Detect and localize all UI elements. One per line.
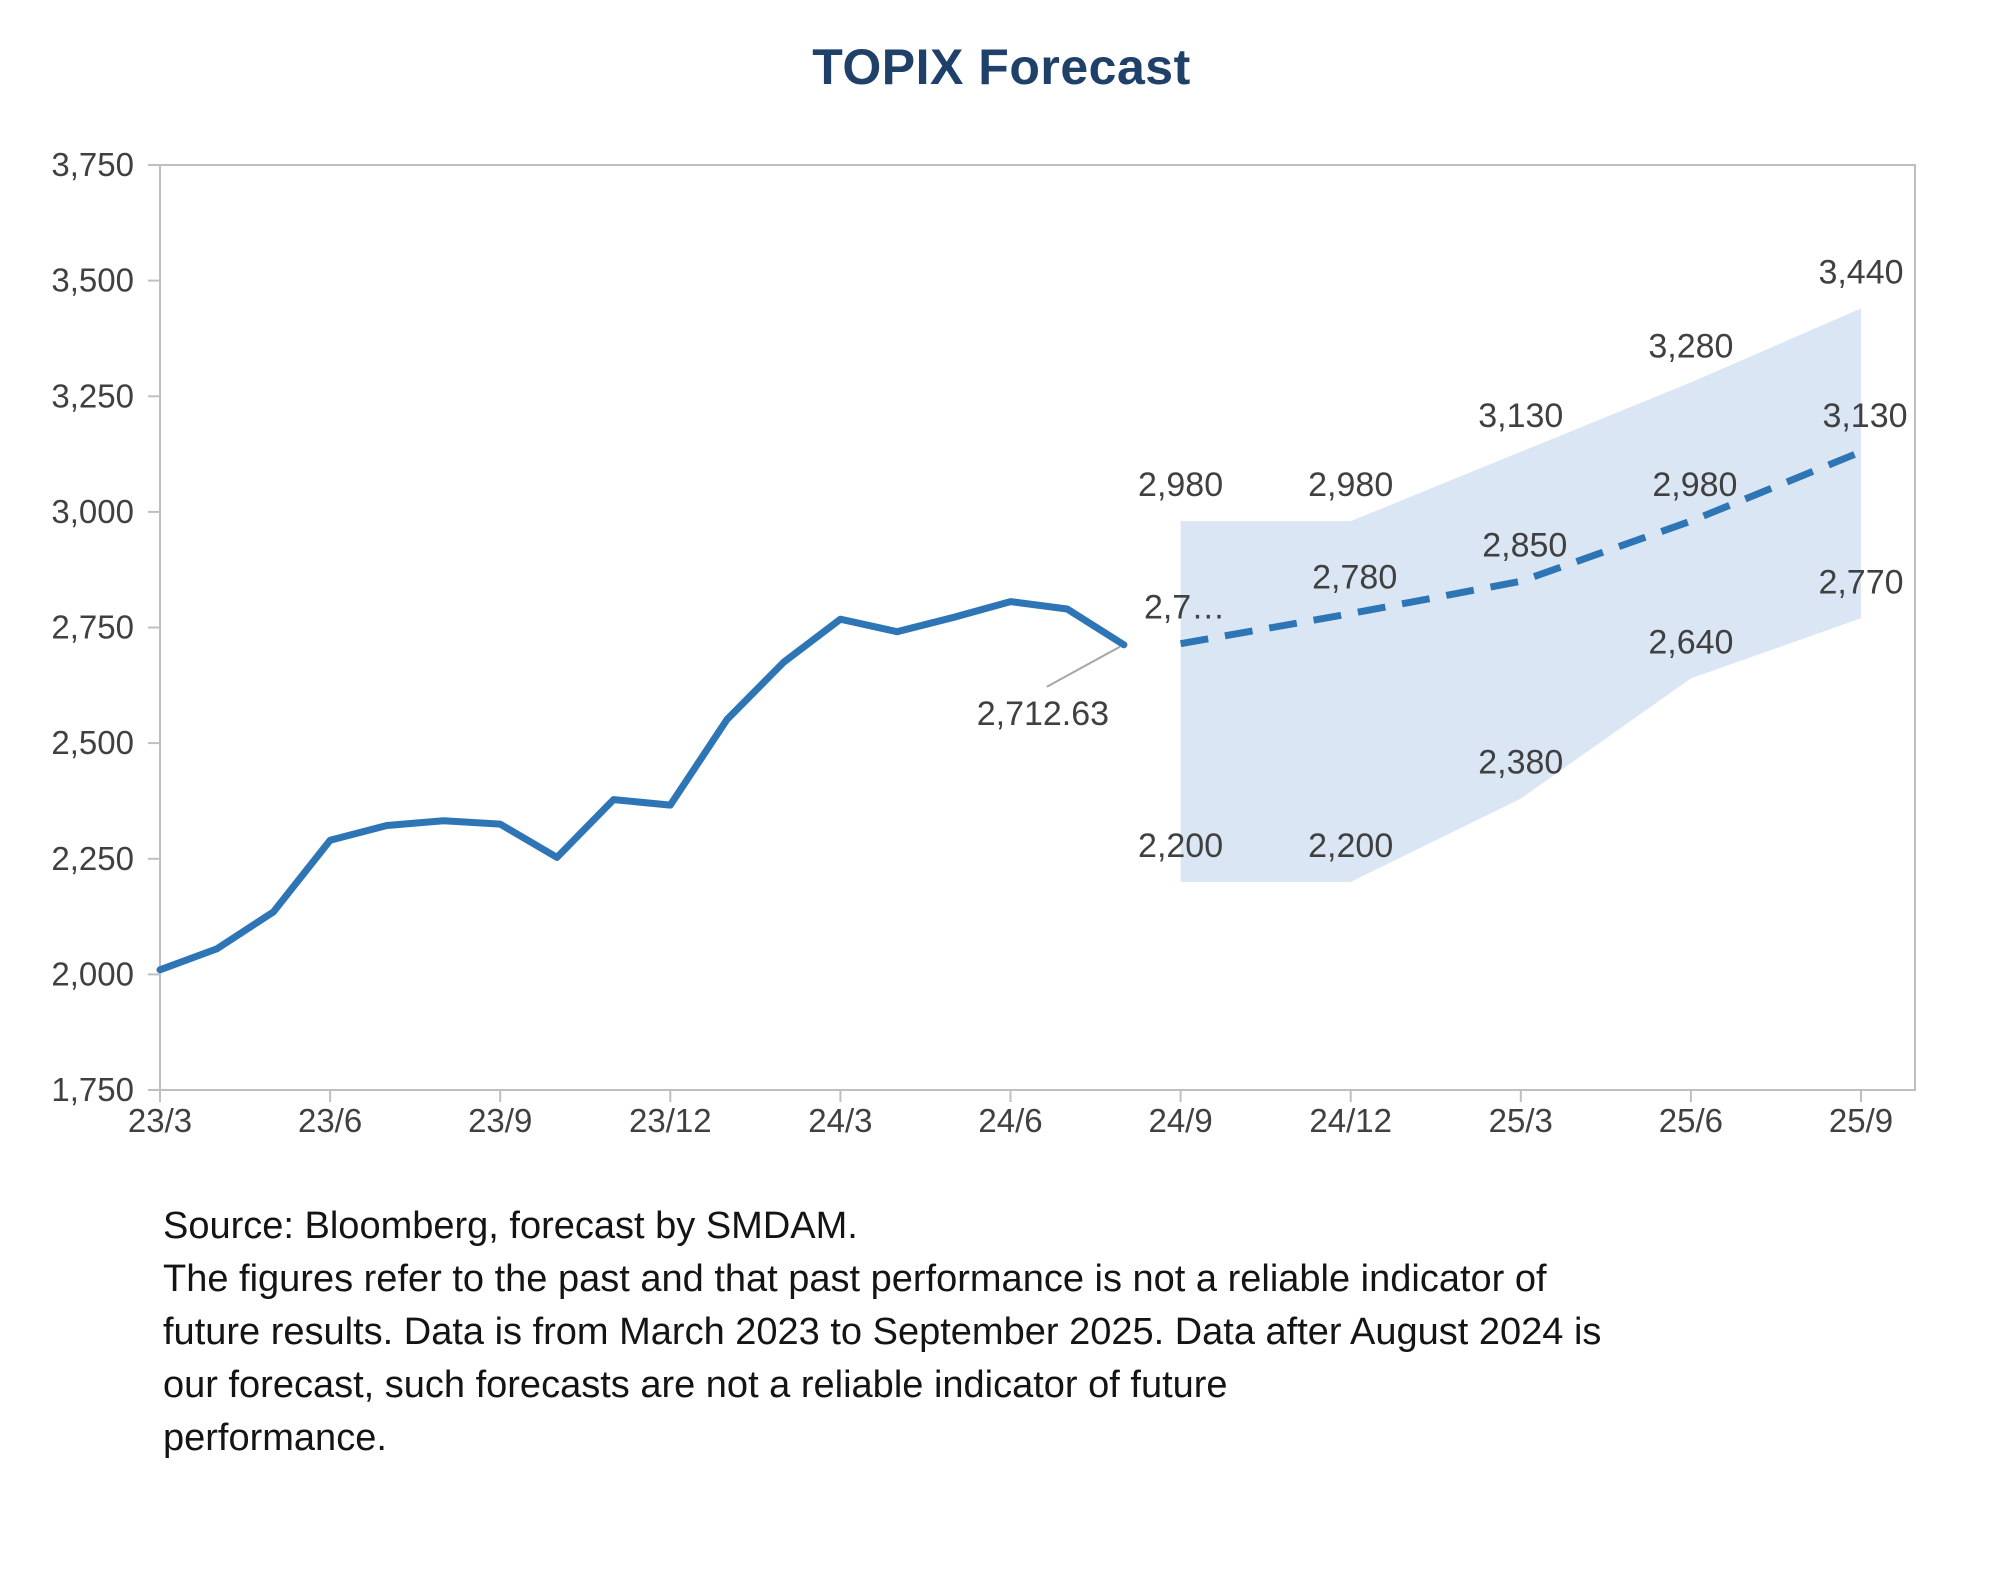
band-lower-label: 2,200 <box>1308 827 1393 865</box>
y-axis-tick-label: 3,250 <box>51 377 134 414</box>
history-line <box>156 598 1128 974</box>
source-note-line: our forecast, such forecasts are not a r… <box>163 1364 1228 1406</box>
forecast-point-label: 3,130 <box>1822 397 1907 435</box>
band-upper-label: 3,280 <box>1648 327 1733 365</box>
x-axis-tick-label: 23/3 <box>128 1102 192 1139</box>
band-lower-label: 2,770 <box>1818 563 1903 601</box>
source-note: Source: Bloomberg, forecast by SMDAM. Th… <box>163 1200 1601 1465</box>
x-axis-tick-label: 24/6 <box>978 1102 1042 1139</box>
y-axis-tick-label: 1,750 <box>51 1071 134 1108</box>
x-axis-tick-label: 24/9 <box>1148 1102 1212 1139</box>
band-lower-label: 2,380 <box>1478 744 1563 782</box>
x-axis-tick-label: 25/3 <box>1489 1102 1553 1139</box>
band-labels: 2,980 2,200 2,980 2,200 3,130 2,380 3,280 2,640… <box>1138 253 1903 865</box>
source-note-line: The figures refer to the past and that p… <box>163 1258 1547 1300</box>
forecast-point-label: 2,980 <box>1652 466 1737 504</box>
x-axis-tick-label: 24/12 <box>1309 1102 1392 1139</box>
band-upper-label: 2,980 <box>1308 466 1393 504</box>
band-upper-label: 2,980 <box>1138 466 1223 504</box>
x-axis-tick-label: 23/12 <box>629 1102 712 1139</box>
x-axis: 23/3 23/6 23/9 23/12 24/3 24/6 24/9 24/12 25/3 25… <box>128 1090 1893 1139</box>
chart-title: TOPIX Forecast <box>812 39 1191 95</box>
source-note-line: Source: Bloomberg, forecast by SMDAM. <box>163 1205 858 1247</box>
band-lower-label: 2,640 <box>1648 623 1733 661</box>
band-upper-label: 3,440 <box>1818 253 1903 291</box>
band-lower-label: 2,200 <box>1138 827 1223 865</box>
y-axis-tick-label: 2,250 <box>51 840 134 877</box>
y-axis-tick-label: 2,750 <box>51 609 134 646</box>
x-axis-tick-label: 25/9 <box>1829 1102 1893 1139</box>
y-axis-tick-label: 3,500 <box>51 262 134 299</box>
source-note-line: performance. <box>163 1417 387 1459</box>
x-axis-tick-label: 23/6 <box>298 1102 362 1139</box>
forecast-point-label: 2,780 <box>1312 559 1397 597</box>
forecast-line <box>1179 448 1863 648</box>
source-note-line: future results. Data is from March 2023 … <box>163 1311 1602 1353</box>
forecast-band <box>1180 308 1861 882</box>
last-value-annotation: 2,712.63 <box>977 695 1109 733</box>
y-axis-tick-label: 2,000 <box>51 955 134 992</box>
x-axis-tick-label: 24/3 <box>808 1102 872 1139</box>
y-axis: 1,750 2,000 2,250 2,500 2,750 3,000 3,250 3,500… <box>51 146 160 1108</box>
y-axis-tick-label: 3,750 <box>51 146 134 183</box>
y-axis-tick-label: 2,500 <box>51 724 134 761</box>
forecast-point-label: 2,7… <box>1144 589 1225 627</box>
x-axis-tick-label: 25/6 <box>1659 1102 1723 1139</box>
forecast-point-label: 2,850 <box>1482 526 1567 564</box>
annotation-leader-line <box>1046 645 1121 688</box>
x-axis-tick-label: 23/9 <box>468 1102 532 1139</box>
band-upper-label: 3,130 <box>1478 397 1563 435</box>
forecast-labels: 2,7… 2,780 2,850 2,980 3,130 <box>1144 397 1908 627</box>
y-axis-tick-label: 3,000 <box>51 493 134 530</box>
